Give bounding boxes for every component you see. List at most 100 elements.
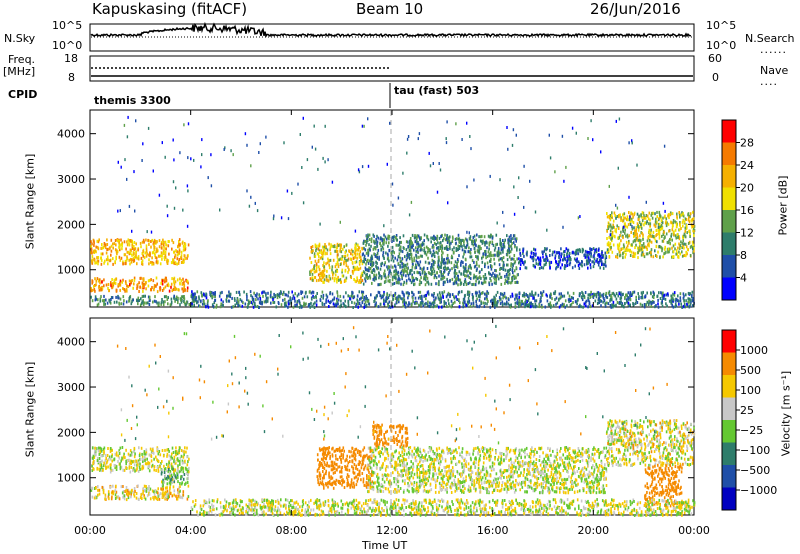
data-point: [121, 247, 123, 251]
data-point: [483, 241, 486, 245]
data-point: [473, 178, 475, 182]
data-point: [323, 278, 326, 282]
data-point: [156, 458, 158, 462]
data-point: [145, 238, 147, 242]
data-point: [486, 294, 488, 298]
data-point: [143, 458, 145, 462]
data-point: [103, 244, 106, 248]
data-point: [130, 465, 133, 469]
data-point: [101, 243, 103, 246]
data-point: [95, 495, 98, 499]
data-point: [173, 477, 175, 481]
data-point: [161, 298, 163, 301]
data-point: [330, 300, 332, 304]
data-point: [359, 266, 362, 270]
data-point: [589, 293, 591, 297]
data-point: [175, 295, 178, 299]
data-point: [266, 299, 268, 303]
data-point: [622, 247, 624, 251]
data-point: [664, 245, 666, 249]
data-point: [305, 302, 307, 306]
data-point: [129, 239, 131, 242]
data-point: [97, 240, 100, 244]
data-point: [650, 228, 652, 232]
data-point: [423, 294, 425, 298]
data-point: [411, 296, 414, 300]
data-point: [660, 219, 663, 223]
data-point: [419, 260, 422, 264]
data-point: [446, 257, 448, 261]
data-point: [429, 251, 432, 255]
data-point: [142, 142, 144, 146]
data-point: [126, 240, 128, 244]
data-point: [141, 497, 143, 500]
data-point: [534, 299, 536, 303]
data-point: [650, 213, 653, 217]
data-point: [328, 259, 330, 263]
data-point: [411, 257, 413, 261]
data-point: [582, 294, 584, 298]
data-point: [629, 296, 631, 300]
data-point: [392, 203, 394, 207]
data-point: [456, 261, 458, 265]
data-point: [267, 291, 269, 295]
data-point: [399, 296, 402, 300]
data-point: [173, 277, 175, 281]
data-point: [652, 230, 655, 234]
data-point: [288, 299, 290, 303]
data-point: [97, 456, 99, 460]
data-point: [91, 469, 94, 472]
data-point: [540, 303, 543, 307]
data-point: [620, 248, 622, 251]
data-point: [356, 479, 359, 483]
data-point: [320, 279, 323, 282]
data-point: [664, 214, 666, 218]
data-point: [343, 280, 346, 283]
data-point: [607, 302, 610, 306]
data-point: [103, 461, 105, 465]
data-point: [175, 475, 177, 479]
data-point: [623, 245, 625, 249]
data-point: [215, 303, 218, 307]
data-point: [139, 303, 142, 307]
data-point: [149, 453, 151, 457]
data-point: [125, 459, 127, 463]
data-point: [678, 242, 680, 246]
data-point: [512, 234, 515, 238]
data-point: [439, 301, 441, 304]
data-point: [409, 239, 411, 243]
data-point: [650, 305, 653, 308]
data-point: [645, 221, 648, 225]
data-point: [325, 298, 327, 302]
data-point: [433, 238, 435, 241]
data-point: [693, 229, 695, 233]
data-point: [187, 460, 189, 464]
data-point: [133, 276, 136, 280]
data-point: [670, 294, 672, 298]
data-point: [315, 294, 317, 298]
data-point: [206, 303, 209, 307]
data-point: [337, 262, 339, 266]
data-point: [476, 255, 479, 259]
data-point: [273, 292, 275, 296]
data-point: [105, 298, 107, 302]
data-point: [514, 260, 517, 264]
data-point: [399, 265, 401, 269]
data-point: [314, 270, 316, 274]
data-point: [131, 242, 134, 245]
data-point: [150, 288, 152, 292]
data-point: [455, 281, 458, 285]
data-point: [115, 243, 117, 247]
data-point: [114, 466, 116, 470]
data-point: [239, 293, 241, 297]
data-point: [166, 489, 169, 493]
data-point: [506, 126, 508, 129]
data-point: [438, 236, 441, 240]
data-point: [640, 253, 643, 257]
data-point: [155, 497, 158, 500]
data-point: [409, 245, 411, 249]
data-point: [496, 254, 499, 258]
data-point: [632, 303, 635, 307]
data-point: [635, 295, 637, 299]
data-point: [375, 266, 378, 270]
